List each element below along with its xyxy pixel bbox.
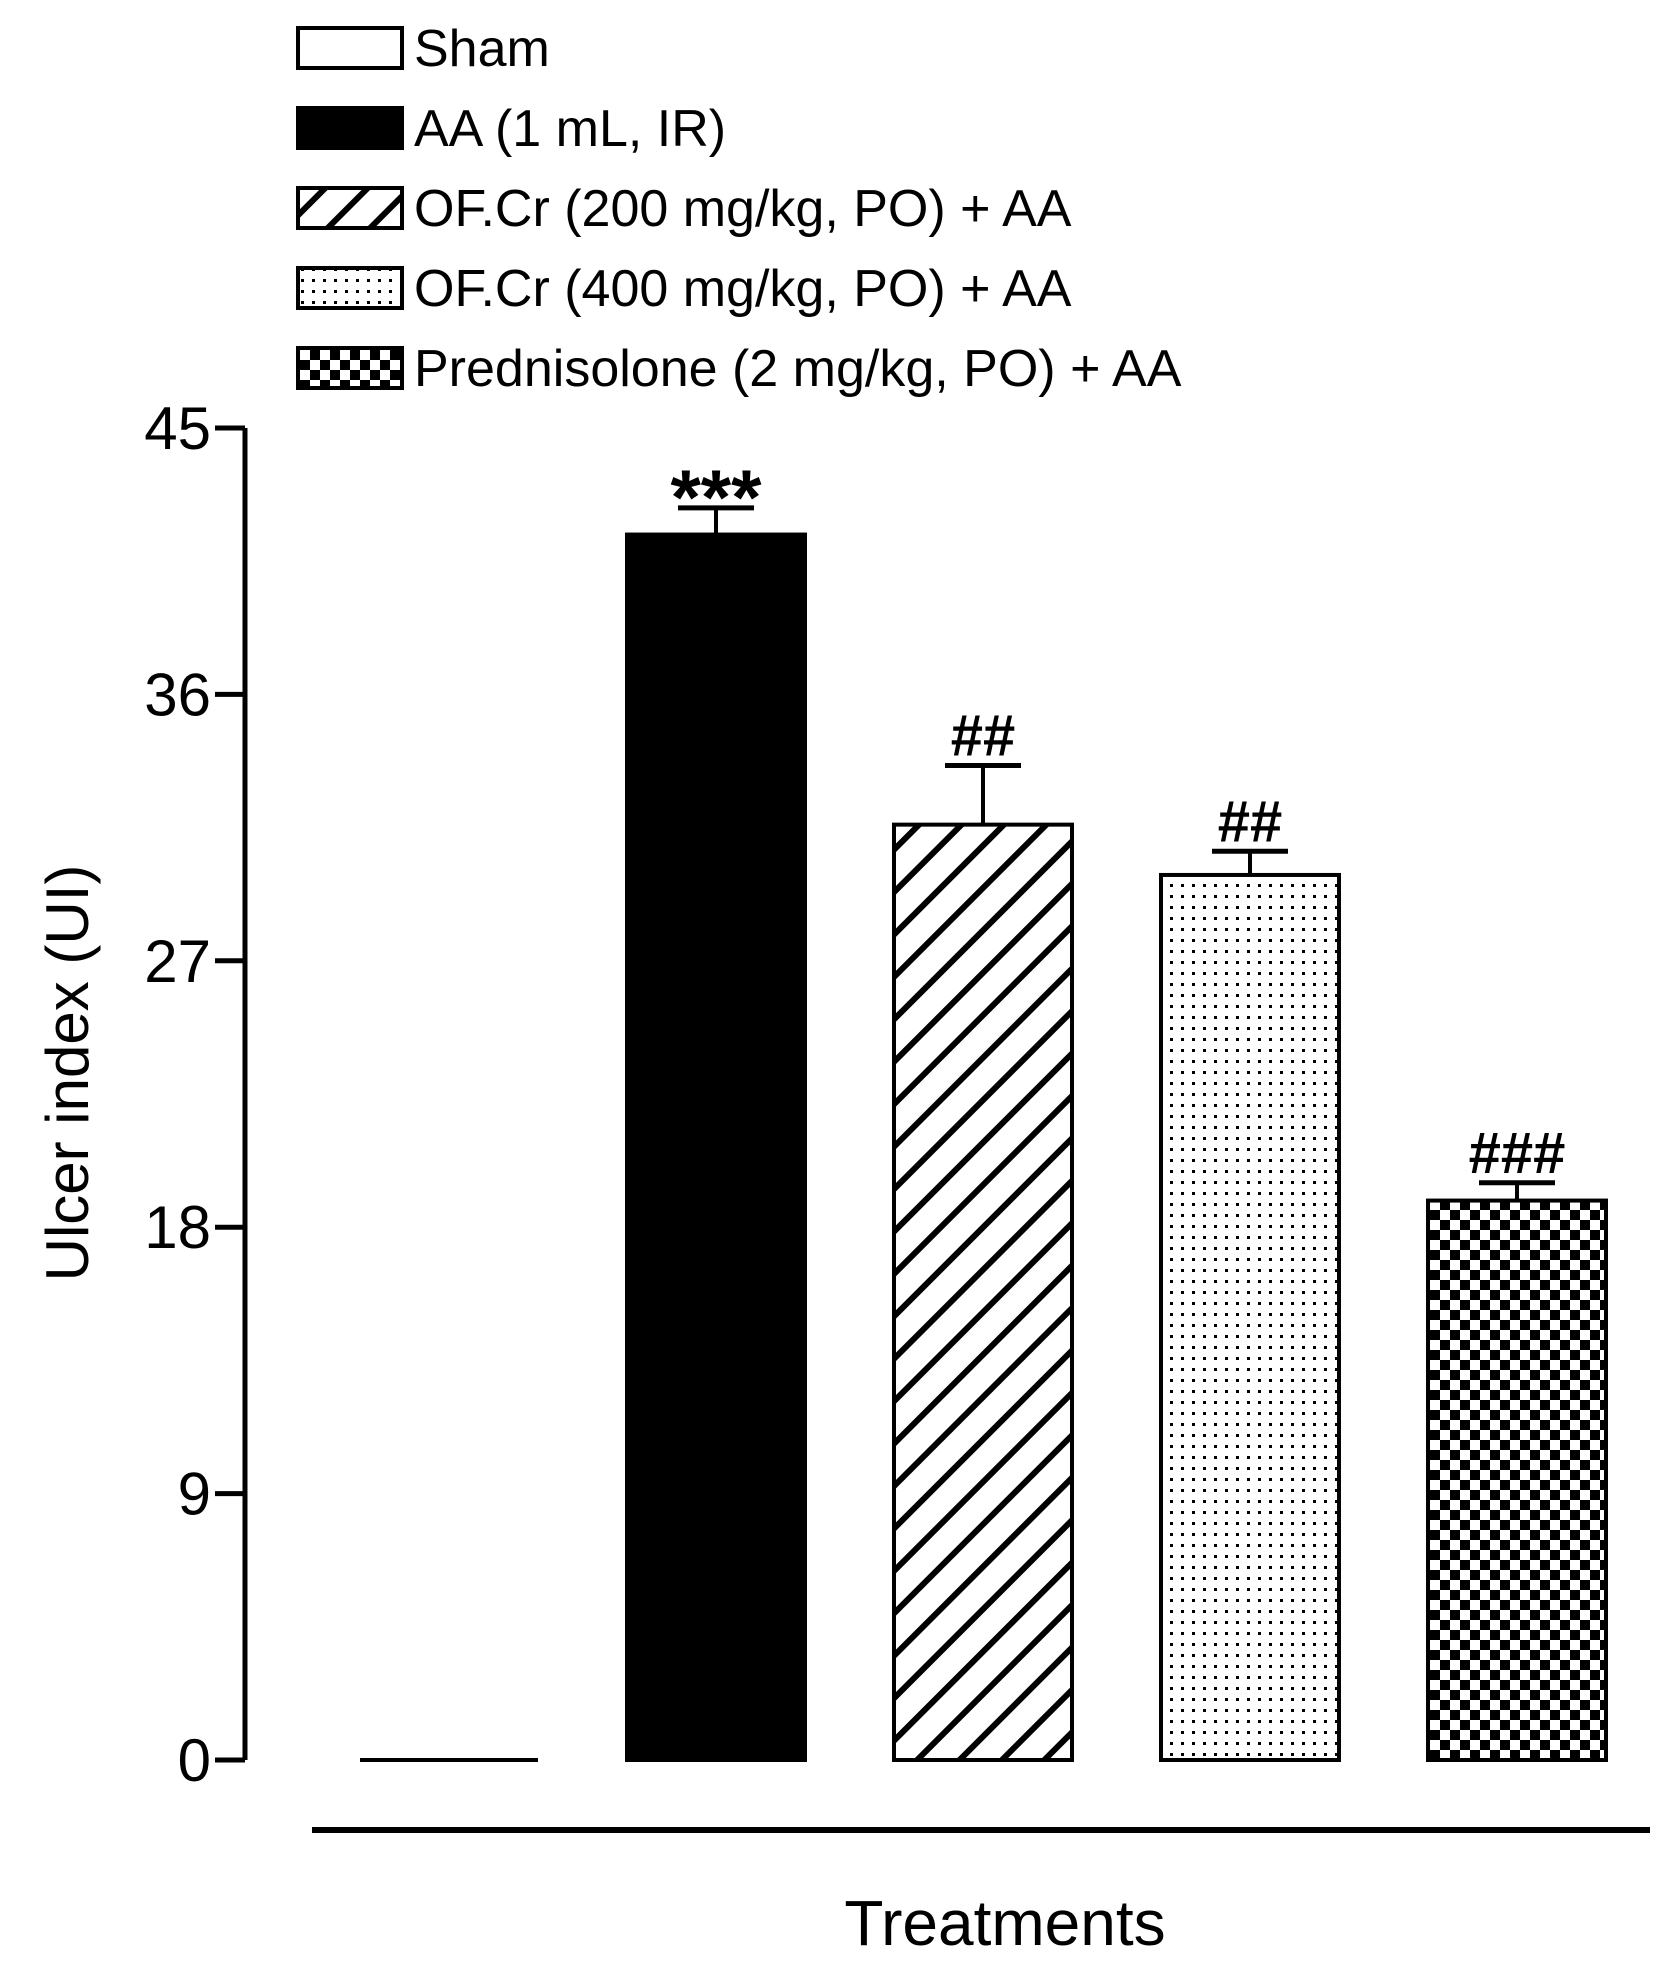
axes: 0 9 18 27 36 45 (144, 395, 1650, 1833)
significance-label: ## (1218, 789, 1283, 854)
significance-label: ## (951, 703, 1016, 768)
bar (1159, 872, 1341, 1762)
legend-swatch (296, 106, 404, 150)
x-axis-label: Treatments (844, 1887, 1165, 1959)
y-tick-label: 0 (178, 1727, 211, 1794)
y-tick-label: 36 (144, 661, 211, 728)
legend-swatch (296, 26, 404, 70)
legend-label: OF.Cr (400 mg/kg, PO) + AA (414, 260, 1072, 318)
bar (1426, 1198, 1608, 1763)
y-tick-label: 45 (144, 395, 211, 462)
legend-swatch (296, 266, 404, 310)
legend-label: Prednisolone (2 mg/kg, PO) + AA (414, 340, 1182, 398)
bar (625, 532, 807, 1762)
y-tick-label: 18 (144, 1194, 211, 1261)
significance-label: ### (1469, 1121, 1566, 1186)
y-axis-label: Ulcer index (UI) (34, 865, 101, 1282)
legend-swatch (296, 186, 404, 230)
bar (892, 822, 1074, 1762)
legend: Sham AA (1 mL, IR) OF.Cr (200 mg/kg, PO) +… (296, 20, 1182, 398)
bars: ***####### (360, 453, 1608, 1763)
y-tick-label: 9 (178, 1461, 211, 1528)
legend-label: OF.Cr (200 mg/kg, PO) + AA (414, 180, 1072, 238)
y-tick-label: 27 (144, 928, 211, 995)
significance-label: *** (670, 453, 762, 541)
legend-label: Sham (414, 20, 550, 78)
legend-swatch (296, 346, 404, 390)
axis-labels: Ulcer index (UI) Treatments (34, 865, 1166, 1959)
legend-label: AA (1 mL, IR) (414, 100, 726, 158)
